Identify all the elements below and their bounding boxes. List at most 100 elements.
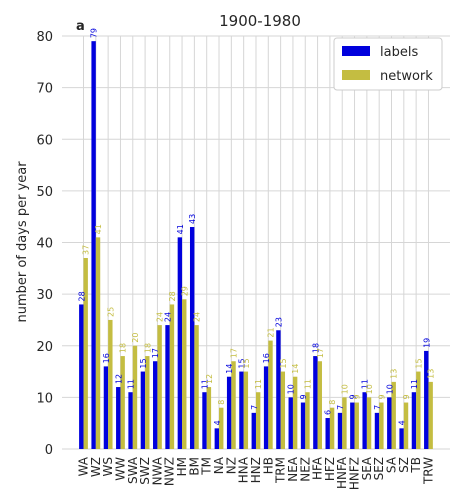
data-label: 8	[217, 400, 226, 405]
bar-network-TM	[206, 387, 212, 449]
bar-labels-HNZ	[251, 412, 256, 449]
data-label: 12	[114, 374, 123, 384]
bar-network-NEA	[292, 376, 298, 449]
bar-network-HNFZ	[354, 402, 359, 449]
x-tick-label: HM	[175, 457, 189, 476]
bar-labels-HNA	[239, 371, 244, 449]
y-tick-label: 40	[36, 237, 53, 252]
data-label: 13	[427, 369, 436, 379]
x-tick-label: SWA	[126, 456, 140, 484]
data-label: 17	[230, 348, 239, 358]
data-label: 9	[402, 394, 411, 399]
bar-labels-HNFZ	[350, 402, 355, 449]
x-tick-label: NA	[212, 456, 226, 474]
data-label: 11	[410, 379, 419, 389]
data-label: 16	[102, 353, 111, 363]
bar-labels-WW	[116, 387, 121, 449]
data-label: 24	[164, 312, 173, 322]
x-tick-label: SEA	[360, 456, 374, 480]
bar-labels-SZ	[399, 428, 404, 449]
x-tick-label: NZ	[224, 457, 238, 474]
y-tick-label: 0	[45, 443, 53, 458]
data-label: 19	[422, 338, 431, 348]
x-tick-label: TM	[200, 457, 214, 476]
x-tick-label: BM	[187, 457, 201, 476]
bars	[79, 41, 433, 449]
data-label: 17	[151, 348, 160, 358]
bar-labels-NZ	[226, 376, 232, 449]
data-label: 15	[414, 358, 423, 368]
data-label: 79	[90, 28, 99, 38]
y-axis-label: number of days per year	[15, 161, 30, 323]
data-label: 11	[127, 379, 136, 389]
bar-labels-WS	[103, 366, 109, 449]
chart-title: 1900-1980	[219, 12, 301, 30]
data-label: 41	[176, 224, 185, 234]
bar-labels-HB	[263, 366, 269, 449]
y-tick-label: 10	[36, 391, 53, 406]
y-tick-label: 60	[36, 133, 53, 148]
x-tick-label: TB	[409, 457, 423, 474]
data-labels: 2879161211151724414311414157162310918679…	[77, 28, 435, 425]
data-label: 4	[213, 420, 222, 425]
bar-labels-HFZ	[325, 418, 330, 449]
data-label: 9	[353, 394, 362, 399]
data-label: 11	[254, 379, 263, 389]
bar-network-HNZ	[255, 392, 261, 449]
data-label: 14	[291, 364, 300, 374]
bar-network-NZ	[231, 361, 236, 449]
x-tick-label: HB	[261, 457, 275, 474]
data-label: 23	[274, 317, 283, 327]
legend-swatch-network	[342, 70, 370, 80]
x-tick-label: SA	[385, 456, 399, 473]
x-tick-label: HNFA	[335, 456, 349, 489]
bar-network-TRW	[428, 381, 433, 449]
bar-network-SWA	[132, 345, 138, 449]
x-tick-label: HNZ	[249, 457, 263, 483]
data-label: 13	[390, 369, 399, 379]
bar-labels-NEZ	[300, 402, 306, 449]
x-tick-label: HNFZ	[348, 457, 362, 490]
legend-swatch-labels	[342, 46, 370, 56]
x-tick-label: TRW	[421, 457, 435, 485]
bar-network-BM	[194, 325, 199, 449]
data-label: 10	[365, 384, 374, 394]
data-label: 10	[385, 384, 394, 394]
data-label: 7	[336, 405, 345, 410]
data-label: 24	[156, 312, 165, 322]
bar-labels-SWA	[128, 392, 133, 449]
panel-label: a	[76, 19, 85, 34]
x-tick-label: WW	[113, 457, 127, 481]
bar-network-SZ	[403, 402, 409, 449]
bar-labels-NEA	[288, 397, 293, 449]
y-tick-label: 80	[36, 30, 53, 45]
bar-labels-SEA	[362, 392, 367, 449]
bar-network-SA	[391, 381, 396, 449]
data-label: 12	[205, 374, 214, 384]
data-label: 6	[324, 410, 333, 415]
x-tick-label: HFZ	[323, 457, 337, 481]
data-label: 11	[303, 379, 312, 389]
bar-labels-WA	[79, 304, 84, 449]
x-tick-label: NWZ	[163, 457, 177, 486]
bar-network-WA	[83, 257, 88, 449]
bar-network-TRM	[280, 371, 286, 449]
data-label: 11	[361, 379, 370, 389]
y-tick-label: 50	[36, 185, 53, 200]
data-label: 18	[119, 343, 128, 353]
data-label: 14	[225, 364, 234, 374]
bar-network-HFZ	[329, 407, 335, 449]
data-label: 9	[377, 394, 386, 399]
x-tick-label: WZ	[89, 457, 103, 477]
bar-labels-BM	[189, 227, 195, 449]
bar-labels-TB	[411, 392, 417, 449]
data-label: 37	[82, 245, 91, 255]
y-tick-label: 70	[36, 82, 53, 97]
y-tick-label: 20	[36, 340, 53, 355]
x-tick-labels: WAWZWSWWSWASWZNWANWZHMBMTMNANZHNAHNZHBTR…	[77, 456, 436, 490]
bar-network-HB	[268, 340, 273, 449]
data-label: 41	[94, 224, 103, 234]
legend-label-labels: labels	[380, 45, 418, 60]
data-label: 8	[328, 400, 337, 405]
bar-network-NWZ	[169, 304, 175, 449]
